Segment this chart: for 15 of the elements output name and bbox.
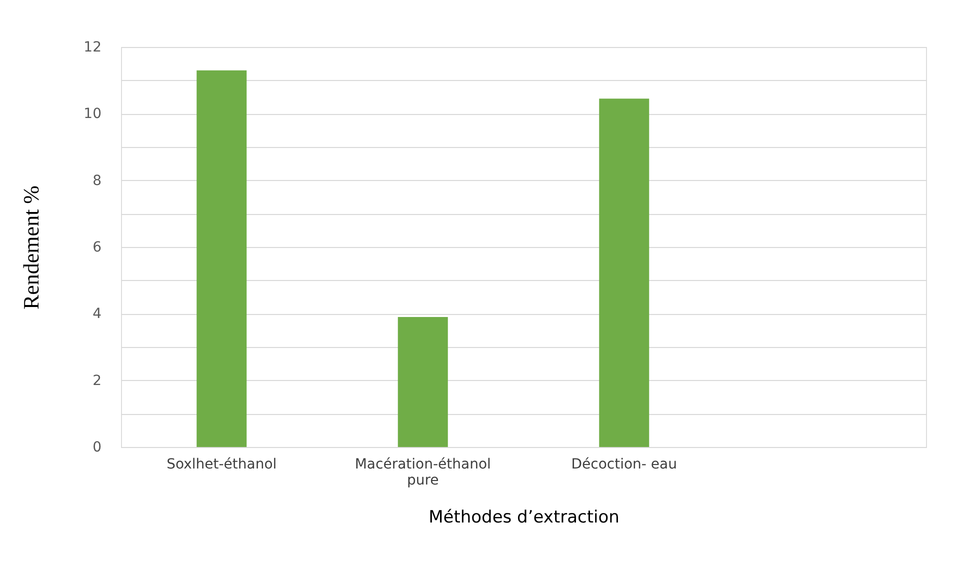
y-tick-label: 4 [92, 306, 102, 322]
bar [599, 98, 650, 447]
x-axis-title: Méthodes d’extraction [428, 508, 620, 528]
x-tick-label: Macération-éthanol pure [354, 456, 491, 488]
y-tick-label: 6 [92, 240, 102, 256]
y-tick-label: 0 [92, 440, 102, 456]
bar [196, 70, 247, 447]
y-axis-title: Rendement % [18, 185, 44, 310]
bar [398, 317, 448, 447]
x-tick-label: Soxlhet-éthanol [166, 456, 277, 472]
y-tick-label: 2 [92, 372, 102, 389]
y-tick-label: 12 [84, 40, 102, 56]
x-tick-label: Décoction- eau [571, 456, 677, 472]
y-tick-label: 10 [84, 106, 102, 122]
y-tick-label: 8 [92, 172, 102, 189]
